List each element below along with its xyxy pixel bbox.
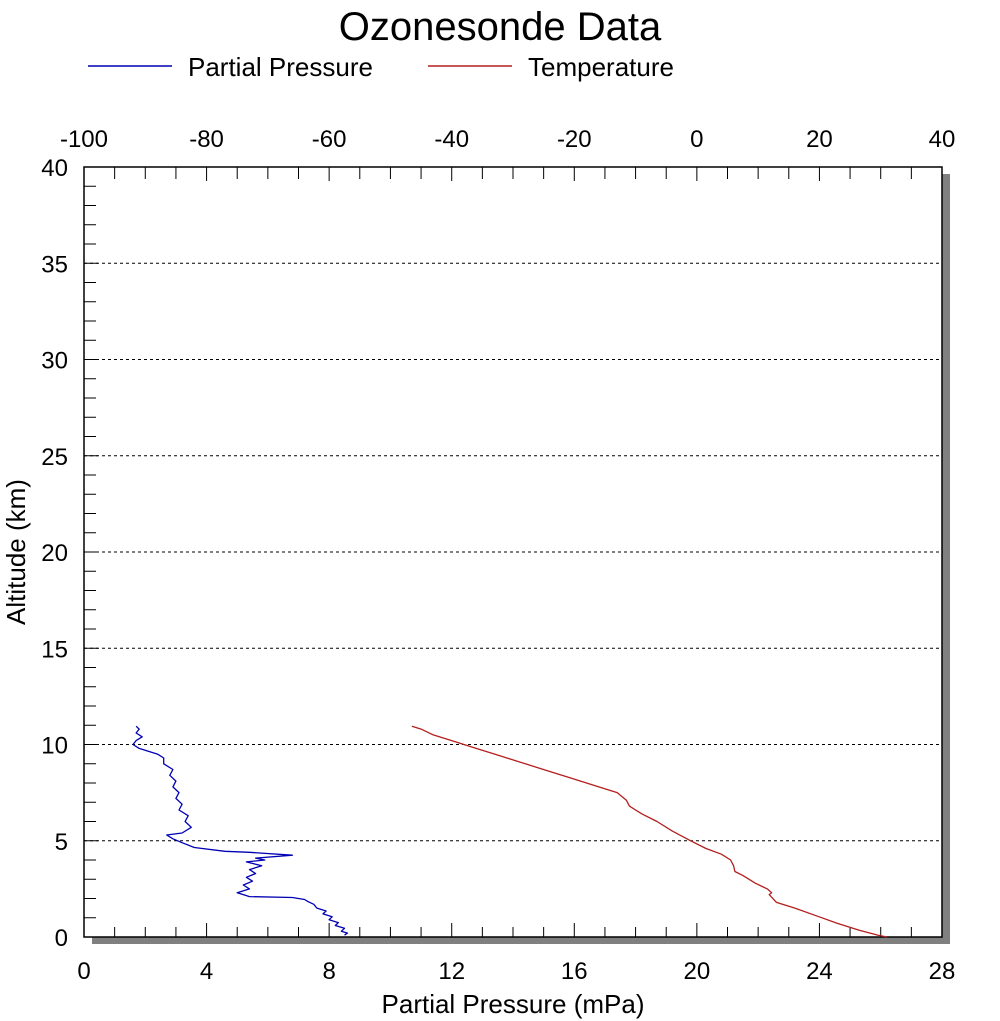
y-tick-label: 15 (41, 636, 68, 663)
x-bottom-tick-label: 4 (200, 958, 213, 985)
x-bottom-tick-label: 20 (684, 958, 711, 985)
y-axis-label: Altitude (km) (1, 479, 31, 625)
grid-lines (84, 262, 942, 842)
x-top-tick-label: -40 (434, 126, 469, 153)
x-bottom-tick-label: 0 (77, 958, 90, 985)
y-tick-label: 0 (55, 925, 68, 952)
series-line-temperature (411, 725, 887, 938)
chart-title: Ozonesonde Data (339, 5, 662, 49)
plot-shadow-right (942, 174, 950, 944)
plot-shadow-bottom (92, 937, 950, 944)
x-top-tick-label: -60 (312, 126, 347, 153)
y-tick-label: 10 (41, 733, 68, 760)
x-top-tick-label: -20 (557, 126, 592, 153)
x-axis-label: Partial Pressure (mPa) (382, 989, 645, 1019)
x-top-tick-label: 20 (806, 126, 833, 153)
x-bottom-tick-label: 8 (322, 958, 335, 985)
y-tick-label: 40 (41, 155, 68, 182)
axis-ticks: 0 5 10 15 20 25 30 35 40 0 4 8 12 16 20 24 28 -100 -80 -60 -… (41, 126, 955, 985)
x-bottom-tick-label: 12 (438, 958, 465, 985)
y-tick-label: 35 (41, 251, 68, 278)
series-lines (132, 725, 887, 938)
legend-label-partial-pressure: Partial Pressure (188, 52, 373, 82)
x-top-tick-label: -80 (189, 126, 224, 153)
y-tick-label: 20 (41, 540, 68, 567)
x-bottom-tick-label: 24 (806, 958, 833, 985)
y-tick-label: 25 (41, 444, 68, 471)
x-top-tick-label: 0 (690, 126, 703, 153)
y-tick-label: 5 (55, 829, 68, 856)
x-top-tick-label: -100 (60, 126, 108, 153)
x-bottom-tick-label: 16 (561, 958, 588, 985)
y-tick-label: 30 (41, 348, 68, 375)
x-bottom-tick-label: 28 (929, 958, 956, 985)
legend-label-temperature: Temperature (528, 52, 674, 82)
series-line-partial-pressure (132, 725, 349, 936)
x-top-tick-label: 40 (929, 126, 956, 153)
